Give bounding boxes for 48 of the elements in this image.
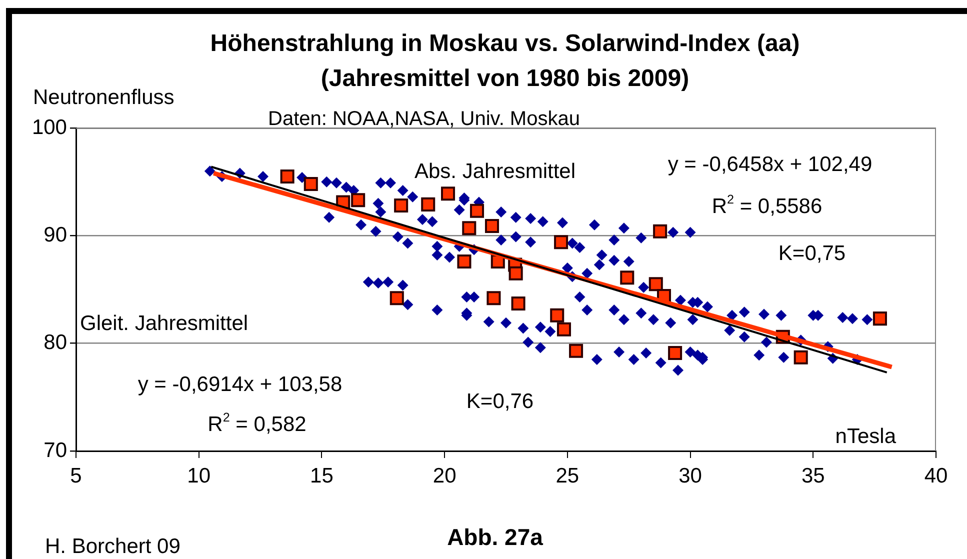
point [421, 197, 436, 212]
point [620, 270, 634, 285]
point [470, 204, 484, 218]
annotation: Abs. Jahresmittel [414, 160, 576, 183]
annotation: K=0,76 [466, 390, 534, 413]
x-tick-label: 5 [70, 464, 82, 488]
point [511, 296, 526, 311]
point [556, 322, 571, 336]
point [280, 169, 294, 184]
y-axis-title: Neutronenfluss [33, 86, 174, 109]
annotation: y = -0,6458x + 102,49 [668, 153, 872, 176]
annotation: Gleit. Jahresmittel [80, 312, 248, 335]
point [653, 224, 668, 238]
y-tick-label: 70 [44, 438, 67, 462]
x-tick-label: 40 [924, 464, 948, 488]
x-axis-title: nTesla [835, 425, 896, 448]
point [304, 176, 318, 191]
point [486, 291, 501, 306]
point [550, 308, 564, 322]
point [648, 277, 663, 292]
x-tick-label: 25 [556, 464, 580, 488]
point [508, 266, 523, 280]
annotation: K=0,75 [778, 242, 846, 265]
point [794, 350, 808, 364]
point [668, 346, 682, 360]
x-tick-label: 30 [678, 464, 702, 488]
point [351, 193, 366, 208]
point [569, 344, 584, 358]
x-tick-label: 15 [310, 464, 334, 488]
point [457, 254, 472, 269]
x-tick-label: 35 [801, 464, 825, 488]
y-tick-label: 100 [32, 116, 67, 139]
y-tick-label: 80 [44, 331, 67, 354]
point [484, 218, 500, 233]
point [872, 312, 887, 326]
point [554, 235, 568, 250]
chart-subtitle: Daten: NOAA,NASA, Univ. Moskau [268, 108, 580, 130]
x-tick-label: 10 [187, 464, 211, 488]
x-tick-label: 20 [432, 464, 456, 488]
caption: Abb. 27a [447, 524, 544, 550]
point [390, 291, 404, 306]
text: H. Borchert 09 [45, 535, 180, 558]
point [394, 198, 408, 213]
point [441, 186, 456, 201]
point [462, 221, 476, 236]
y-tick-label: 90 [44, 223, 67, 246]
annotation: y = -0,6914x + 103,58 [138, 373, 342, 396]
chart-title: Höhenstrahlung in Moskau vs. Solarwind-Index (aa) (Jahresmittel von 1980 bis 2009) [210, 30, 800, 92]
